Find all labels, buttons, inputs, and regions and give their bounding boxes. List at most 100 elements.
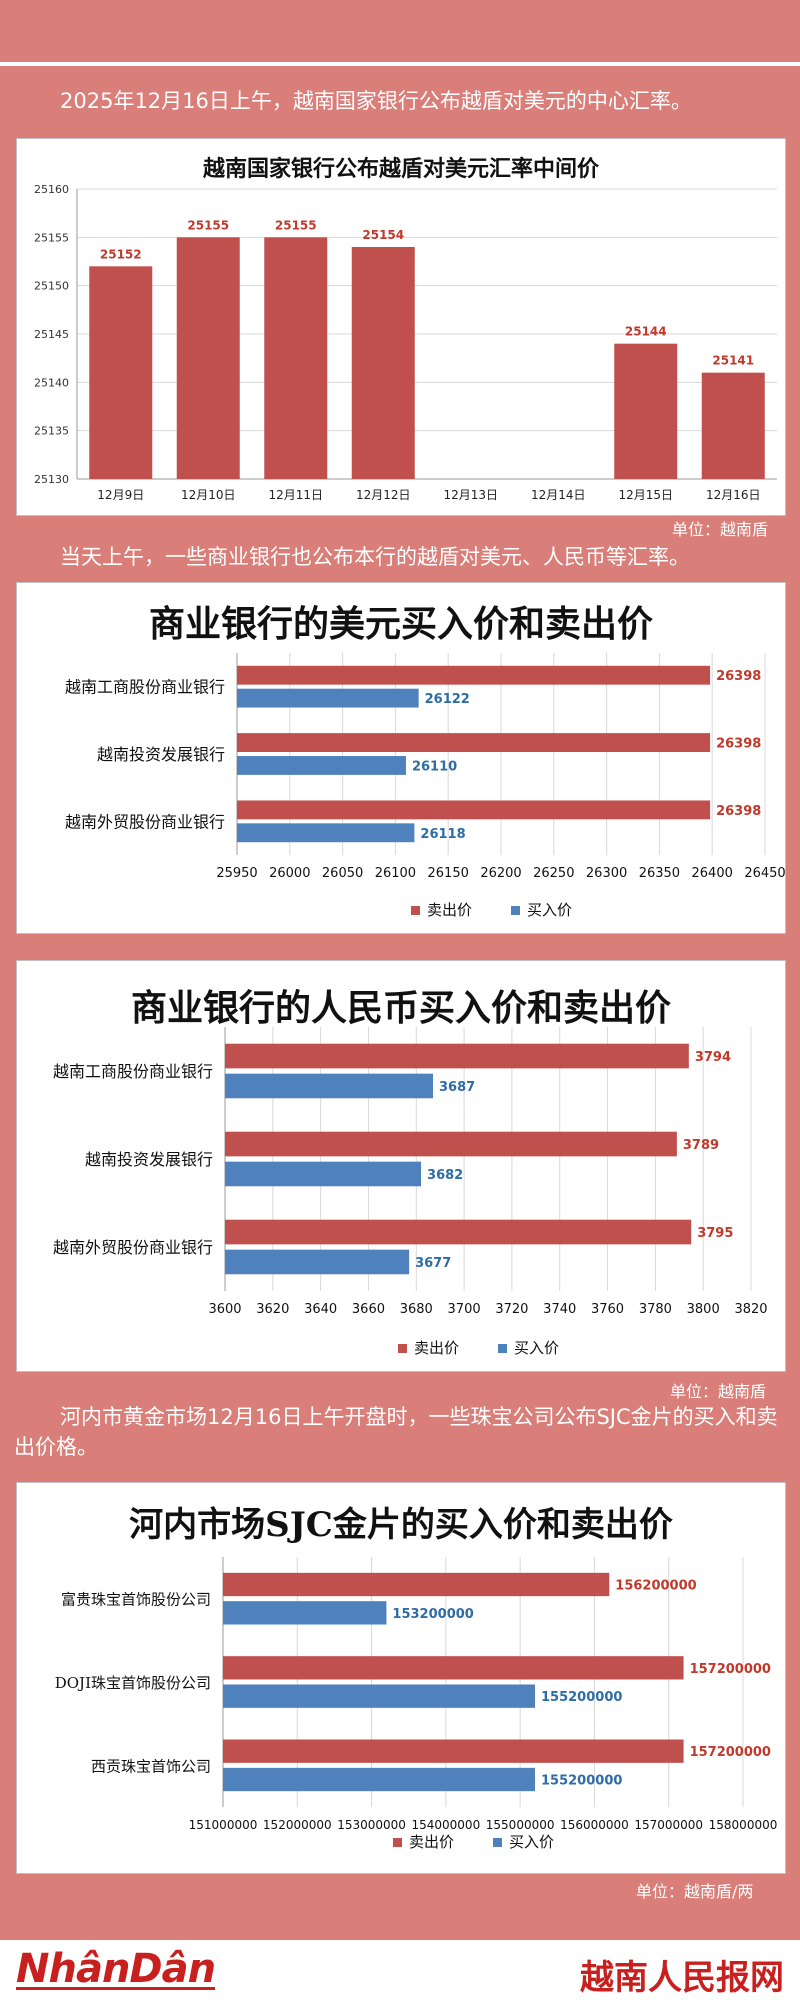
data-label: 3794 xyxy=(695,1050,731,1065)
x-tick-label: 154000000 xyxy=(411,1818,480,1832)
bar xyxy=(176,237,240,479)
bar xyxy=(223,1739,684,1763)
data-label: 26118 xyxy=(420,827,465,842)
chart4-title: 河内市场SJC金片的买入价和卖出价 xyxy=(129,1505,673,1545)
x-tick-label: 3760 xyxy=(591,1302,624,1317)
bar xyxy=(225,1161,422,1187)
y-tick-label: 25145 xyxy=(34,328,69,341)
data-label: 155200000 xyxy=(541,1690,622,1705)
x-tick-label: 12月12日 xyxy=(356,488,411,502)
x-tick-label: 12月16日 xyxy=(706,488,761,502)
data-label: 3795 xyxy=(697,1226,733,1241)
bar xyxy=(264,237,328,479)
data-label: 3687 xyxy=(439,1080,475,1095)
bar xyxy=(614,343,678,479)
bar xyxy=(701,372,765,479)
category-label: 越南工商股份商业银行 xyxy=(53,1062,213,1081)
x-tick-label: 152000000 xyxy=(263,1818,332,1832)
y-tick-label: 25140 xyxy=(34,376,69,389)
bar xyxy=(223,1684,535,1708)
x-tick-label: 155000000 xyxy=(486,1818,555,1832)
bar xyxy=(351,247,415,479)
x-tick-label: 26400 xyxy=(692,866,733,881)
x-tick-label: 3700 xyxy=(448,1302,481,1317)
bar xyxy=(225,1249,410,1275)
x-tick-label: 12月15日 xyxy=(618,488,673,502)
bar xyxy=(225,1073,434,1099)
legend-swatch xyxy=(511,906,520,915)
data-label: 25141 xyxy=(712,354,754,368)
x-tick-label: 12月14日 xyxy=(531,488,586,502)
x-tick-label: 3640 xyxy=(304,1302,337,1317)
x-tick-label: 156000000 xyxy=(560,1818,629,1832)
category-label: 富贵珠宝首饰股份公司 xyxy=(61,1591,211,1609)
x-tick-label: 26050 xyxy=(322,866,363,881)
data-label: 156200000 xyxy=(615,1579,696,1594)
chart3-title: 商业银行的人民币买入价和卖出价 xyxy=(130,987,671,1029)
bar xyxy=(237,688,419,708)
cny-rate-chart: 3600 3620 3640 3660 3680 3700 3720 3740 3760 3780… xyxy=(53,1027,768,1357)
data-label: 26110 xyxy=(412,759,457,774)
x-tick-label: 3620 xyxy=(256,1302,289,1317)
bar xyxy=(225,1043,689,1069)
data-label: 26398 xyxy=(716,804,761,819)
x-tick-label: 3720 xyxy=(495,1302,528,1317)
x-tick-label: 151000000 xyxy=(189,1818,258,1832)
bar xyxy=(225,1219,692,1245)
section3-text: 河内市黄金市场12月16日上午开盘时，一些珠宝公司公布SJC金片的买入和卖出价格… xyxy=(14,1405,778,1459)
bar xyxy=(223,1767,535,1792)
top-banner xyxy=(0,0,800,66)
chart3-unit: 单位：越南盾 xyxy=(670,1382,767,1401)
data-label: 153200000 xyxy=(392,1607,473,1622)
x-tick-label: 26350 xyxy=(639,866,680,881)
usd-chart-card: 商业银行的美元买入价和卖出价 25950 26000 26050 26100 26150… xyxy=(16,582,786,934)
data-label: 157200000 xyxy=(690,1662,771,1677)
bar xyxy=(223,1601,387,1625)
legend-label: 买入价 xyxy=(527,901,572,919)
legend-label: 卖出价 xyxy=(414,1339,459,1357)
x-tick-label: 153000000 xyxy=(337,1818,406,1832)
nhandan-logo: NhânDân xyxy=(16,1946,216,1992)
data-label: 26398 xyxy=(716,669,761,684)
legend-label: 卖出价 xyxy=(409,1833,454,1851)
category-label: 越南投资发展银行 xyxy=(85,1150,213,1169)
bar xyxy=(89,266,153,479)
intro-text: 2025年12月16日上午，越南国家银行公布越盾对美元的中心汇率。 xyxy=(60,89,692,113)
footer: NhânDân 越南人民报网 xyxy=(0,1940,800,2000)
chart2-title: 商业银行的美元买入价和卖出价 xyxy=(148,603,653,645)
x-tick-label: 3800 xyxy=(687,1302,720,1317)
bar xyxy=(237,823,415,843)
legend-swatch xyxy=(493,1838,502,1847)
y-tick-label: 25135 xyxy=(34,425,69,438)
x-tick-label: 25950 xyxy=(216,866,257,881)
category-label: 越南投资发展银行 xyxy=(97,745,225,764)
bar xyxy=(237,800,711,820)
gold-chart-card: 河内市场SJC金片的买入价和卖出价 151000000 152000000 1530… xyxy=(16,1482,786,1874)
legend-swatch xyxy=(498,1344,507,1353)
x-tick-label: 12月9日 xyxy=(97,488,144,502)
y-tick-label: 25155 xyxy=(34,231,69,244)
data-label: 3682 xyxy=(427,1168,463,1183)
data-label: 3677 xyxy=(415,1256,451,1271)
x-tick-label: 3680 xyxy=(400,1302,433,1317)
chart1-title: 越南国家银行公布越盾对美元汇率中间价 xyxy=(202,156,599,182)
bar xyxy=(223,1572,610,1597)
data-label: 26398 xyxy=(716,737,761,752)
x-tick-label: 26000 xyxy=(269,866,310,881)
x-tick-label: 26200 xyxy=(480,866,521,881)
x-tick-label: 158000000 xyxy=(709,1818,778,1832)
legend-swatch xyxy=(411,906,420,915)
chart4-unit: 单位：越南盾/两 xyxy=(636,1882,754,1901)
data-label: 25152 xyxy=(100,247,142,261)
data-label: 155200000 xyxy=(541,1774,622,1789)
x-tick-label: 26100 xyxy=(375,866,416,881)
chart1-unit: 单位：越南盾 xyxy=(672,520,769,539)
x-tick-label: 26300 xyxy=(586,866,627,881)
cny-chart-card: 商业银行的人民币买入价和卖出价 3600 3620 3640 3660 3680 3700… xyxy=(16,960,786,1372)
x-tick-label: 26250 xyxy=(533,866,574,881)
category-label: 越南工商股份商业银行 xyxy=(65,678,225,697)
gold-price-chart: 151000000 152000000 153000000 154000000 1550… xyxy=(55,1557,778,1851)
y-tick-label: 25160 xyxy=(34,183,69,196)
x-tick-label: 3660 xyxy=(352,1302,385,1317)
bar xyxy=(237,756,406,775)
